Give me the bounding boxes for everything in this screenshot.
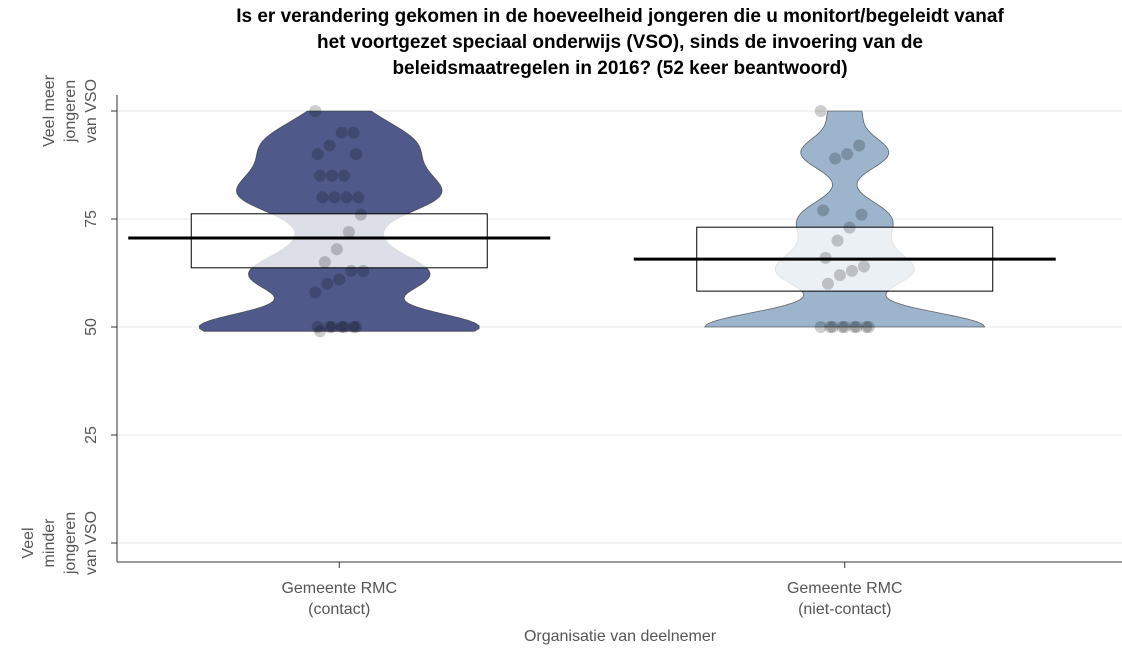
data-point	[814, 104, 827, 117]
data-point	[352, 191, 365, 204]
data-point	[316, 191, 329, 204]
data-point	[328, 191, 341, 204]
data-point	[826, 320, 839, 333]
data-point	[345, 264, 358, 277]
data-point	[833, 269, 846, 282]
x-tick-label: Gemeente RMC (contact)	[281, 580, 397, 618]
y-tick-label: 75	[83, 210, 100, 228]
data-point	[829, 152, 842, 165]
data-point	[350, 320, 363, 333]
data-point	[323, 139, 336, 152]
data-point	[347, 126, 360, 139]
data-point	[855, 208, 868, 221]
data-point	[309, 286, 322, 299]
data-point	[843, 221, 856, 234]
data-point	[338, 320, 351, 333]
data-point	[323, 320, 336, 333]
data-point	[841, 148, 854, 161]
data-point	[347, 320, 360, 333]
data-point	[311, 148, 324, 161]
data-point	[314, 325, 327, 338]
data-point	[311, 320, 324, 333]
y-tick-label: Veel minder jongeren van VSO	[20, 511, 100, 575]
data-point	[342, 225, 355, 238]
x-axis-label: Organisatie van deelnemer	[524, 628, 717, 645]
y-tick-label: 50	[83, 318, 100, 336]
data-point	[354, 208, 367, 221]
data-point	[314, 169, 327, 182]
data-point	[814, 320, 827, 333]
data-point	[309, 104, 322, 117]
data-point	[330, 243, 343, 256]
y-tick-label: 25	[83, 426, 100, 444]
data-point	[321, 277, 334, 290]
data-point	[857, 260, 870, 273]
data-point	[335, 126, 348, 139]
data-point	[862, 320, 875, 333]
data-point	[817, 204, 830, 217]
x-tick-label: Gemeente RMC (niet-contact)	[787, 580, 903, 618]
interval-box	[190, 213, 488, 269]
data-point	[824, 320, 837, 333]
data-point	[326, 320, 339, 333]
y-tick-label: Veel meer jongeren van VSO	[41, 74, 100, 147]
data-point	[860, 320, 873, 333]
data-point	[335, 320, 348, 333]
data-point	[318, 256, 331, 269]
data-point	[848, 320, 861, 333]
data-point	[853, 139, 866, 152]
data-point	[340, 191, 353, 204]
data-point	[350, 148, 363, 161]
data-point	[838, 320, 851, 333]
data-point	[338, 169, 351, 182]
data-point	[333, 273, 346, 286]
data-point	[850, 320, 863, 333]
data-point	[326, 169, 339, 182]
data-point	[836, 320, 849, 333]
data-point	[821, 277, 834, 290]
data-point	[831, 234, 844, 247]
data-point	[845, 264, 858, 277]
data-point	[357, 264, 370, 277]
chart-title: Is er verandering gekomen in de hoeveelh…	[236, 6, 1004, 79]
